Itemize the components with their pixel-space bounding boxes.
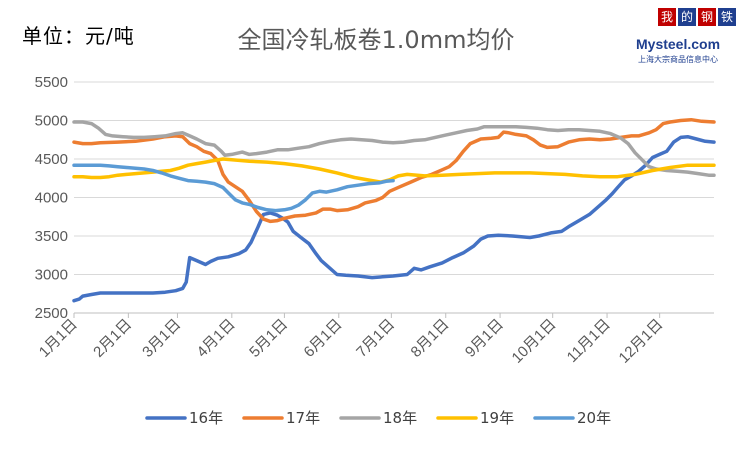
y-axis: 2500 3000 3500 4000 4500 5000 5500 <box>35 74 68 322</box>
logo-char: 的 <box>678 8 696 26</box>
legend-label: 18年 <box>383 409 417 427</box>
chart-legend: 16年 17年 18年 19年 20年 <box>145 409 611 427</box>
logo-char: 铁 <box>718 8 736 26</box>
legend-label: 20年 <box>577 409 611 427</box>
x-tick-label: 7月1日 <box>353 316 398 361</box>
x-tick-label: 11月1日 <box>564 316 614 366</box>
legend-label: 16年 <box>189 409 223 427</box>
mysteel-logo: 我 的 钢 铁 Mysteel.com 上海大宗商品信息中心 <box>630 8 748 66</box>
logo-cn-chars: 我 的 钢 铁 <box>658 8 736 26</box>
x-tick-label: 10月1日 <box>509 316 560 367</box>
y-tick-label: 3500 <box>35 228 68 245</box>
y-tick-label: 5500 <box>35 74 68 91</box>
x-tick-label: 8月1日 <box>408 316 453 361</box>
series-line <box>72 120 716 177</box>
series-line <box>72 157 716 184</box>
x-tick-label: 6月1日 <box>301 316 346 361</box>
x-tick-label: 4月1日 <box>194 316 239 361</box>
x-axis: 1月1日 2月1日 3月1日 4月1日 5月1日 6月1日 7月1日 8月1日 9月1日 10月1… <box>36 312 714 367</box>
series-line <box>72 134 716 303</box>
y-tick-label: 5000 <box>35 113 68 130</box>
legend-label: 17年 <box>286 409 320 427</box>
x-tick-label: 2月1日 <box>90 316 135 361</box>
y-tick-label: 3000 <box>35 267 68 284</box>
logo-char: 钢 <box>698 8 716 26</box>
logo-subtitle: 上海大宗商品信息中心 <box>638 55 718 64</box>
x-tick-label: 12月1日 <box>616 316 667 367</box>
series-line <box>72 117 716 224</box>
logo-text: Mysteel.com <box>636 36 721 52</box>
x-tick-label: 9月1日 <box>462 316 507 361</box>
unit-label: 单位：元/吨 <box>22 24 135 48</box>
x-tick-label: 3月1日 <box>139 316 184 361</box>
legend-label: 19年 <box>480 409 514 427</box>
chart-title: 全国冷轧板卷1.0mm均价 <box>237 26 515 54</box>
logo-char: 我 <box>658 8 676 26</box>
y-tick-label: 2500 <box>35 305 68 322</box>
x-tick-label: 1月1日 <box>36 316 81 361</box>
chart-grid <box>74 81 714 314</box>
chart-series <box>72 117 716 303</box>
y-tick-label: 4000 <box>35 190 68 207</box>
series-line <box>72 163 395 213</box>
x-tick-label: 5月1日 <box>246 316 291 361</box>
y-tick-label: 4500 <box>35 151 68 168</box>
